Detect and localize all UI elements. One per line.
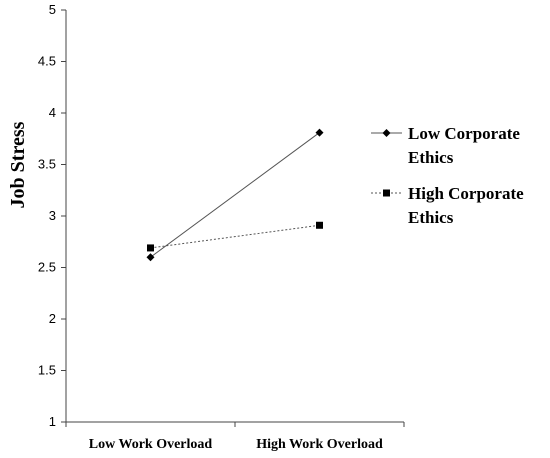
y-tick-label: 4	[49, 105, 56, 120]
series-2	[147, 221, 323, 252]
data-point	[316, 221, 323, 229]
legend-swatch-marker	[382, 129, 391, 137]
y-ticks: 1 1.5 2 2.5 3 3.5 4 4.5 5	[38, 2, 66, 429]
legend-label: Ethics	[408, 208, 454, 227]
y-tick-label: 2.5	[38, 260, 56, 275]
y-tick-label: 1	[49, 414, 56, 429]
x-tick-label: Low Work Overload	[89, 437, 213, 452]
y-tick-label: 5	[49, 2, 56, 17]
y-tick-label: 2	[49, 311, 56, 326]
y-axis-title: Job Stress	[7, 121, 29, 208]
y-tick-label: 4.5	[38, 54, 56, 69]
legend-swatch-marker	[383, 189, 390, 197]
legend: Low Corporate Ethics High Corporate Ethics	[371, 124, 524, 227]
legend-label: High Corporate	[408, 184, 524, 203]
y-tick-label: 3	[49, 208, 56, 223]
series-line	[150, 132, 320, 258]
legend-label: Low Corporate	[408, 124, 520, 143]
axes	[65, 10, 404, 423]
series-group	[146, 128, 324, 262]
x-labels: Low Work Overload High Work Overload	[65, 422, 405, 452]
data-point	[315, 128, 324, 137]
data-point	[147, 244, 154, 252]
series-1	[146, 128, 324, 262]
y-tick-label: 1.5	[38, 363, 56, 378]
x-tick-label: High Work Overload	[256, 437, 383, 452]
legend-label: Ethics	[408, 148, 454, 167]
y-tick-label: 3.5	[38, 157, 56, 172]
data-point	[146, 253, 155, 262]
series-line	[150, 224, 320, 249]
